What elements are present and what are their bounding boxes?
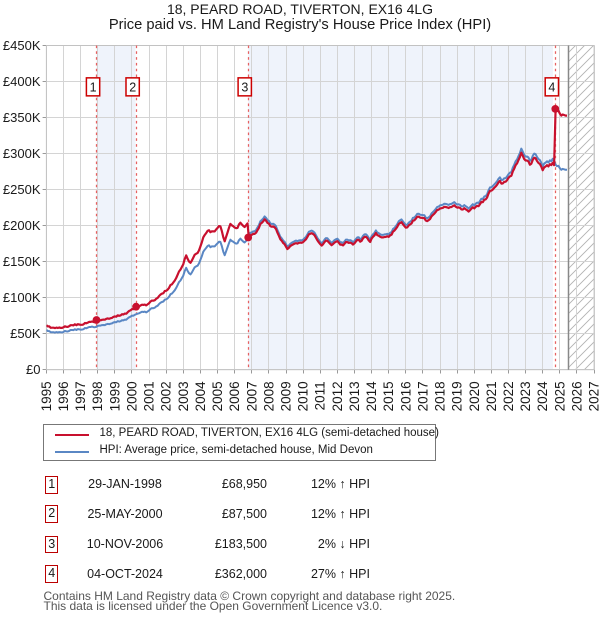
svg-text:2012: 2012 xyxy=(330,381,345,411)
svg-text:2009: 2009 xyxy=(279,381,294,411)
svg-text:2000: 2000 xyxy=(125,381,140,411)
svg-text:2017: 2017 xyxy=(415,381,430,411)
svg-text:1998: 1998 xyxy=(90,381,105,411)
svg-text:£450K: £450K xyxy=(3,38,41,53)
svg-text:£400K: £400K xyxy=(3,74,41,89)
svg-text:2014: 2014 xyxy=(364,381,379,412)
svg-text:£300K: £300K xyxy=(3,146,41,161)
svg-text:£250K: £250K xyxy=(3,182,41,197)
svg-text:1: 1 xyxy=(90,80,97,94)
svg-text:1996: 1996 xyxy=(56,381,71,411)
svg-text:2001: 2001 xyxy=(142,381,157,411)
svg-text:2007: 2007 xyxy=(244,381,259,411)
svg-text:£50K: £50K xyxy=(10,326,41,341)
svg-text:2002: 2002 xyxy=(159,381,174,411)
svg-text:£0: £0 xyxy=(26,362,40,377)
svg-text:£350K: £350K xyxy=(3,110,41,125)
svg-text:2004: 2004 xyxy=(193,381,208,412)
svg-text:£150K: £150K xyxy=(3,254,41,269)
svg-text:2026: 2026 xyxy=(570,381,585,411)
svg-text:2013: 2013 xyxy=(347,381,362,411)
svg-text:£100K: £100K xyxy=(3,290,41,305)
svg-text:2020: 2020 xyxy=(467,381,482,411)
svg-text:2019: 2019 xyxy=(450,381,465,411)
svg-text:1999: 1999 xyxy=(107,381,122,411)
svg-text:2027: 2027 xyxy=(587,381,600,411)
svg-text:4: 4 xyxy=(548,80,555,94)
svg-text:2: 2 xyxy=(129,80,136,94)
svg-text:1997: 1997 xyxy=(73,381,88,411)
svg-text:2023: 2023 xyxy=(518,381,533,411)
svg-text:2006: 2006 xyxy=(227,381,242,411)
svg-text:2022: 2022 xyxy=(501,381,516,411)
svg-text:1995: 1995 xyxy=(39,381,54,411)
svg-text:£200K: £200K xyxy=(3,218,41,233)
svg-text:2018: 2018 xyxy=(433,381,448,411)
svg-text:2003: 2003 xyxy=(176,381,191,411)
svg-text:2008: 2008 xyxy=(261,381,276,411)
svg-text:2024: 2024 xyxy=(535,381,550,412)
svg-text:2010: 2010 xyxy=(296,381,311,411)
svg-text:2005: 2005 xyxy=(210,381,225,411)
svg-text:2011: 2011 xyxy=(313,381,328,410)
svg-text:2025: 2025 xyxy=(552,381,567,411)
svg-text:2015: 2015 xyxy=(381,381,396,411)
svg-text:2021: 2021 xyxy=(484,381,499,411)
svg-text:3: 3 xyxy=(241,80,248,94)
svg-text:2016: 2016 xyxy=(398,381,413,411)
